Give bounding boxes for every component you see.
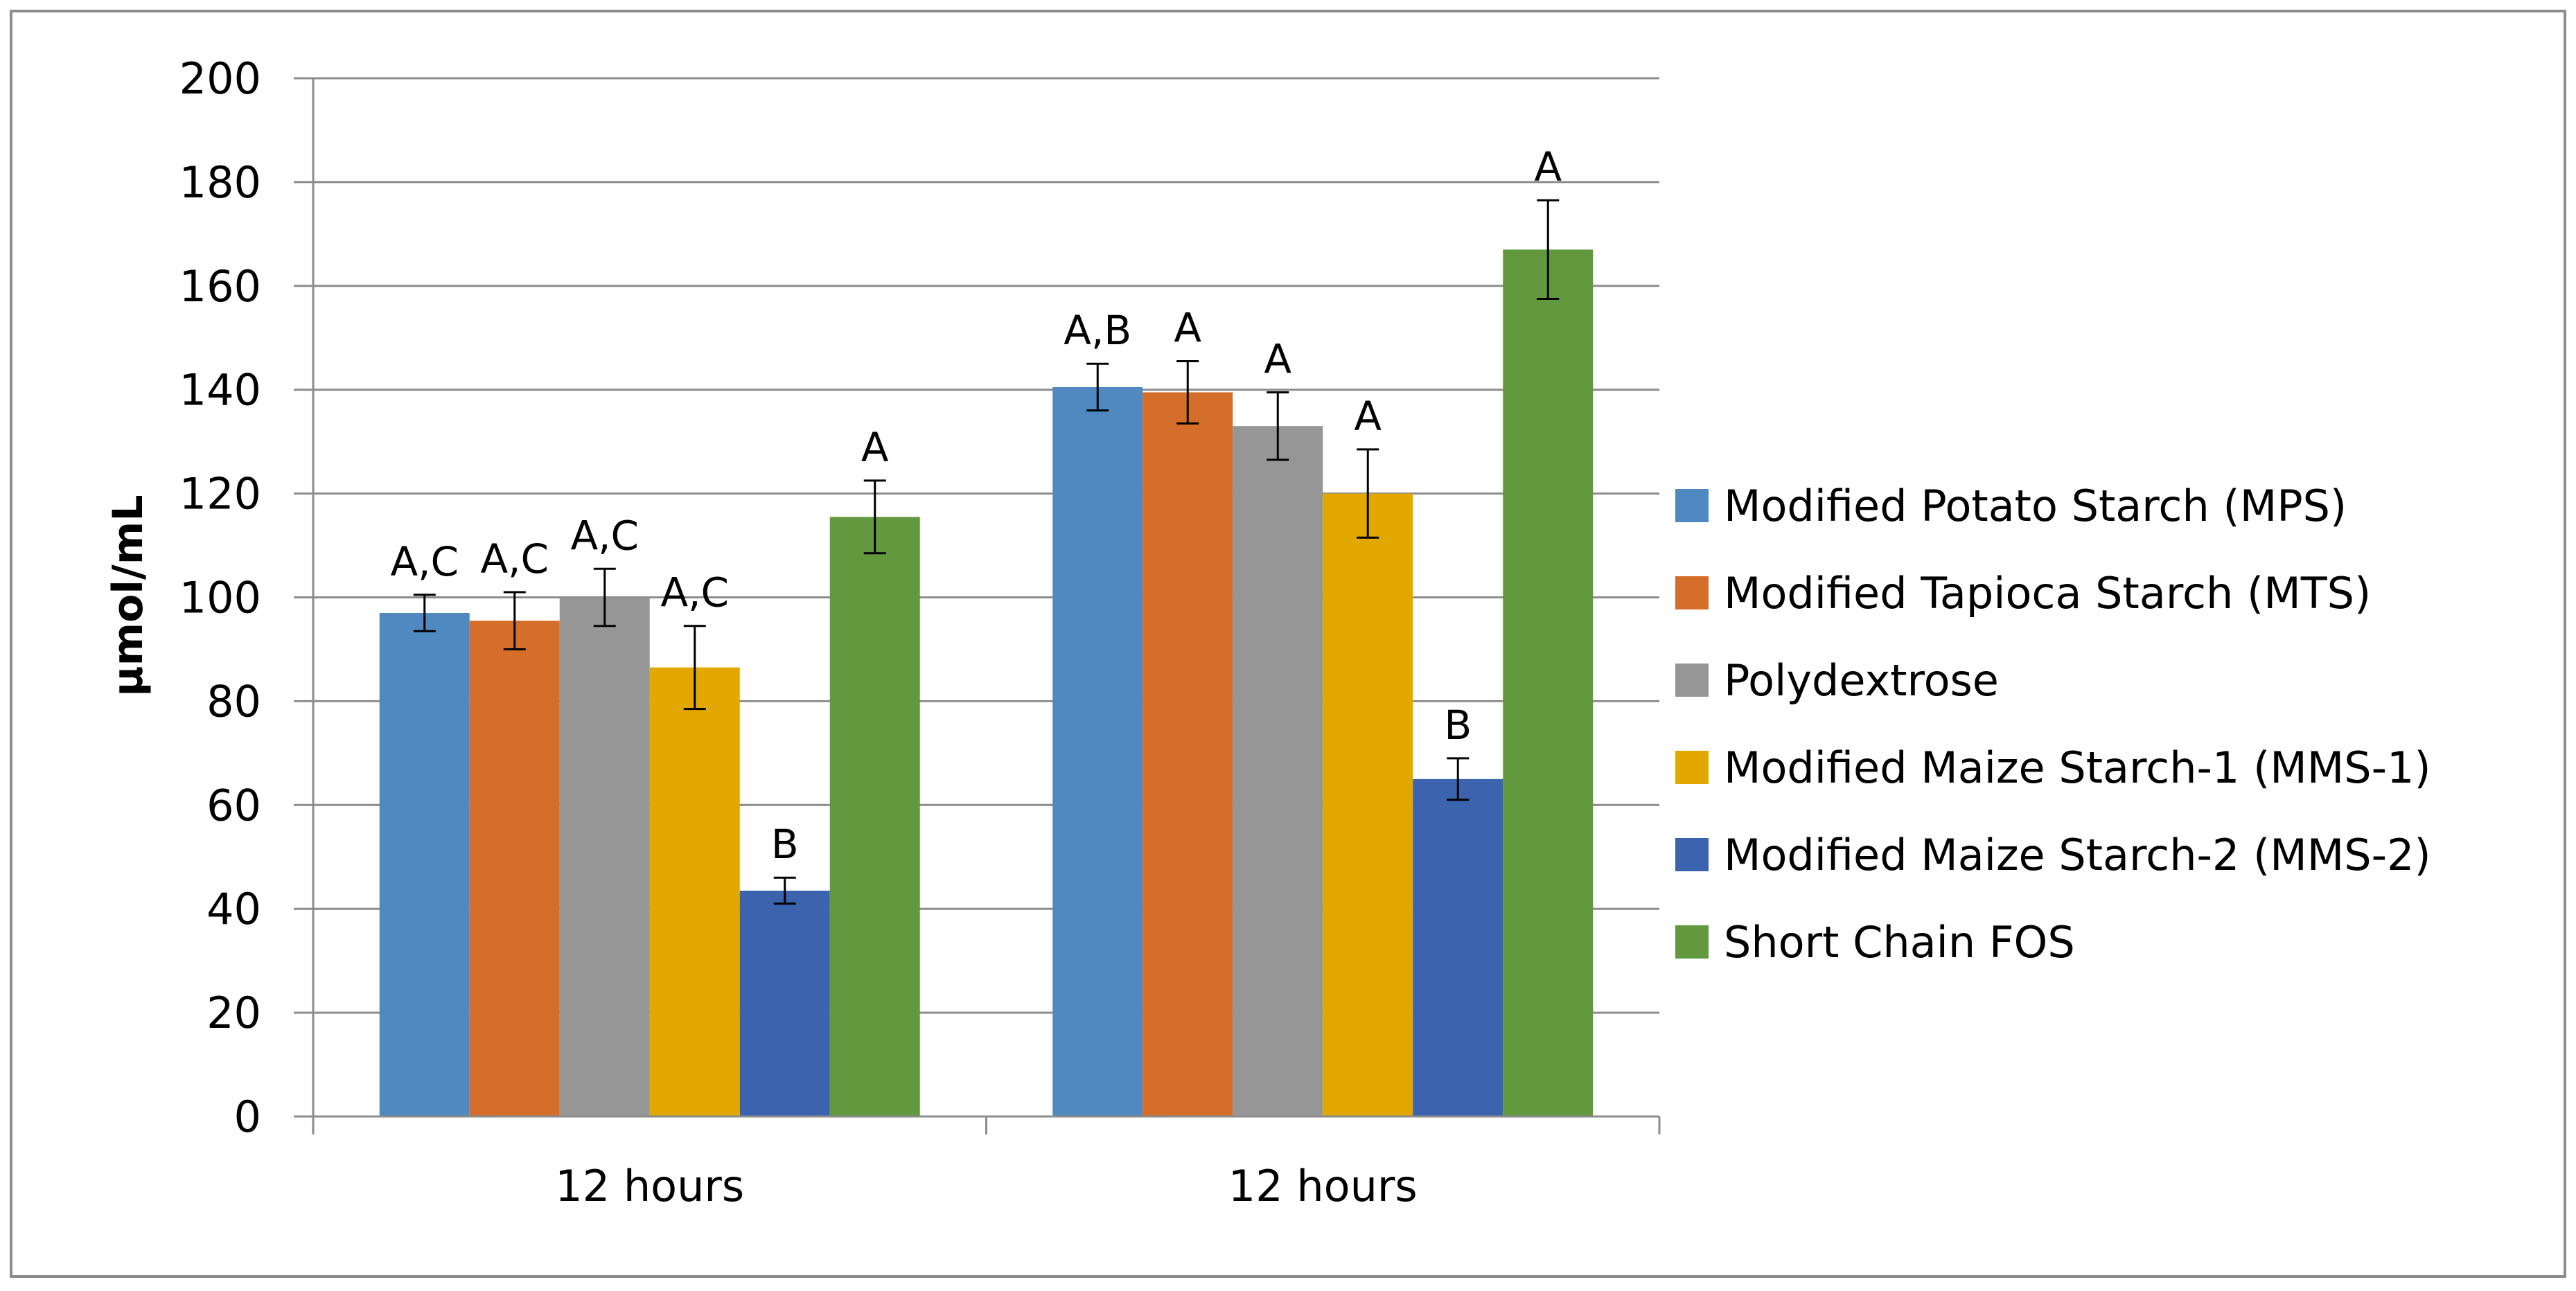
legend-label: Modified Potato Starch (MPS) <box>1724 481 2347 531</box>
bar <box>829 517 920 1116</box>
y-tick-label: 0 <box>234 1092 261 1142</box>
y-tick-label: 160 <box>179 261 261 312</box>
significance-label: A,B <box>1064 307 1131 354</box>
significance-label: A,C <box>480 535 549 582</box>
significance-label: A,C <box>660 569 729 616</box>
y-axis-title: µmol/mL <box>104 495 152 696</box>
bar <box>739 890 830 1116</box>
significance-label: B <box>1444 702 1472 749</box>
x-tick-label: 12 hours <box>1228 1161 1418 1211</box>
bar <box>469 621 560 1116</box>
significance-label: A,C <box>570 512 639 559</box>
significance-label: A,C <box>390 538 459 585</box>
legend-label: Polydextrose <box>1724 655 1999 706</box>
significance-label: A <box>1174 304 1201 351</box>
legend-swatch <box>1675 925 1709 959</box>
bar <box>559 597 650 1116</box>
bar <box>1143 392 1233 1116</box>
bar <box>1323 493 1413 1116</box>
bar <box>379 612 470 1116</box>
legend-swatch <box>1675 751 1709 784</box>
significance-label: A <box>1534 143 1562 190</box>
bar <box>1503 249 1594 1117</box>
bar <box>1413 778 1503 1116</box>
legend-swatch <box>1675 576 1709 609</box>
legend-swatch <box>1675 664 1709 697</box>
legend-label: Modified Maize Starch-1 (MMS-1) <box>1724 742 2431 793</box>
significance-label: B <box>771 821 799 868</box>
legend: Modified Potato Starch (MPS) Modified Tap… <box>1675 481 2431 968</box>
bar <box>1052 386 1143 1116</box>
y-tick-label: 40 <box>206 884 261 934</box>
legend-label: Short Chain FOS <box>1724 917 2075 968</box>
bars-layer: A,C A,B A,C A A,C A A,C A B B A A <box>379 143 1594 1117</box>
bar <box>649 667 740 1116</box>
axes-layer: 0 20 40 60 80 100 120 140 160 180 200 12 hours 12 ho… <box>179 53 1661 1211</box>
y-tick-label: 100 <box>179 573 261 623</box>
legend-label: Modified Maize Starch-2 (MMS-2) <box>1724 830 2431 880</box>
bar <box>1233 426 1323 1116</box>
y-tick-label: 80 <box>206 676 261 727</box>
legend-swatch <box>1675 489 1709 522</box>
significance-label: A <box>1354 393 1382 440</box>
x-tick-label: 12 hours <box>555 1161 744 1211</box>
y-tick-label: 200 <box>179 53 261 104</box>
y-tick-label: 20 <box>206 988 261 1038</box>
significance-label: A <box>861 424 889 471</box>
legend-label: Modified Tapioca Starch (MTS) <box>1724 568 2371 618</box>
significance-label: A <box>1264 335 1291 382</box>
legend-swatch <box>1675 838 1709 871</box>
y-tick-label: 180 <box>179 157 261 208</box>
y-tick-label: 140 <box>179 365 261 416</box>
y-tick-label: 120 <box>179 469 261 519</box>
y-tick-label: 60 <box>206 780 261 830</box>
